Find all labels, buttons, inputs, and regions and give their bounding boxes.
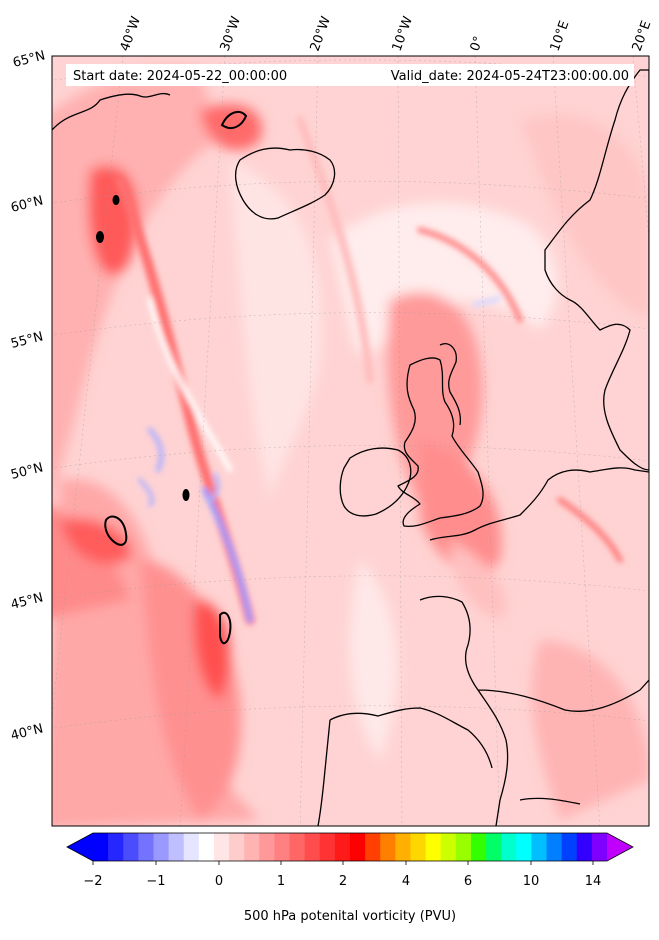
colorbar-tick-0: 0 [215, 874, 223, 889]
lat-label-65n: 65°N [11, 48, 46, 70]
colorbar-segment [591, 833, 608, 861]
coastlines [52, 69, 649, 826]
colorbar-segment [244, 833, 260, 861]
lat-label-40n: 40°N [9, 721, 44, 743]
colorbar [66, 832, 634, 865]
lon-label-40w: 40°W [118, 14, 144, 53]
lon-label-30w: 30°W [218, 14, 244, 53]
colorbar-tick-10: 10 [523, 874, 540, 889]
colorbar-segment [531, 833, 547, 861]
colorbar-ticks: −2 −1 0 1 2 4 6 10 14 [83, 874, 601, 889]
lon-label-10e: 10°E [548, 19, 573, 54]
colorbar-segment [546, 833, 563, 861]
colorbar-segment [501, 833, 517, 861]
colorbar-segment [350, 833, 366, 861]
colorbar-segment [183, 833, 200, 861]
pv-contours [96, 110, 248, 645]
colorbar-segment [168, 833, 185, 861]
colorbar-tick-neg2: −2 [83, 874, 102, 889]
colorbar-segment [93, 833, 109, 861]
lon-label-20w: 20°W [308, 14, 334, 53]
continent-coast [419, 467, 649, 826]
colorbar-label: 500 hPa potenital vorticity (PVU) [244, 909, 456, 924]
colorbar-segment [289, 833, 306, 861]
colorbar-segment [319, 833, 336, 861]
colorbar-segment [213, 833, 230, 861]
map-frame [51, 55, 650, 827]
start-date-label: Start date: 2024-05-22_00:00:00 [73, 69, 287, 84]
iceland-coast [234, 147, 336, 220]
colorbar-segment [198, 833, 215, 861]
longitude-labels: 40°W 30°W 20°W 10°W 0° 10°E 20°E [118, 14, 655, 53]
colorbar-segment [259, 833, 275, 861]
colorbar-segment [123, 833, 139, 861]
graticule [52, 56, 649, 826]
colorbar-segment [365, 833, 381, 861]
iberia-coast [317, 707, 493, 826]
ireland-coast [339, 447, 412, 517]
colorbar-segment [410, 833, 426, 861]
africa-coast [519, 797, 581, 805]
colorbar-segment [380, 833, 396, 861]
colorbar-segment [229, 833, 245, 861]
map-panel: Start date: 2024-05-22_00:00:00 Valid_da… [52, 56, 649, 826]
lat-label-45n: 45°N [9, 590, 44, 612]
lat-label-60n: 60°N [9, 193, 44, 215]
lon-label-0: 0° [468, 34, 487, 53]
colorbar-segment [334, 833, 351, 861]
colorbar-segment [561, 833, 578, 861]
colorbar-segment [576, 833, 593, 861]
colorbar-tick-neg1: −1 [146, 874, 165, 889]
colorbar-tick-2: 2 [339, 874, 347, 889]
colorbar-segment [153, 833, 169, 861]
colorbar-segment [304, 833, 321, 861]
valid-date-label: Valid_date: 2024-05-24T23:00:00.00 [391, 69, 629, 84]
colorbar-segment [108, 833, 124, 861]
scandinavia-coast [544, 69, 649, 471]
colorbar-tick-14: 14 [585, 874, 602, 889]
colorbar-tick-1: 1 [277, 874, 285, 889]
colorbar-segment [486, 833, 502, 861]
colorbar-segment [138, 833, 154, 861]
colorbar-tick-4: 4 [402, 874, 410, 889]
date-banner [66, 64, 634, 86]
colorbar-segment [516, 833, 532, 861]
colorbar-segment [455, 833, 472, 861]
scotland-coast [439, 343, 462, 426]
colorbar-tick-6: 6 [464, 874, 472, 889]
colorbar-segment [470, 833, 487, 861]
colorbar-segment [395, 833, 411, 861]
colorbar-over-arrow [607, 833, 633, 861]
colorbar-segment [274, 833, 290, 861]
lon-label-20e: 20°E [630, 19, 655, 54]
lat-label-50n: 50°N [9, 460, 44, 482]
lon-label-10w: 10°W [390, 14, 416, 53]
britain-coast [397, 357, 484, 528]
greenland-coast [52, 92, 171, 131]
colorbar-segment [440, 833, 457, 861]
colorbar-segment [425, 833, 442, 861]
latitude-labels: 65°N 60°N 55°N 50°N 45°N 40°N [9, 48, 46, 743]
lat-label-55n: 55°N [9, 329, 44, 351]
colorbar-under-arrow [67, 833, 93, 861]
